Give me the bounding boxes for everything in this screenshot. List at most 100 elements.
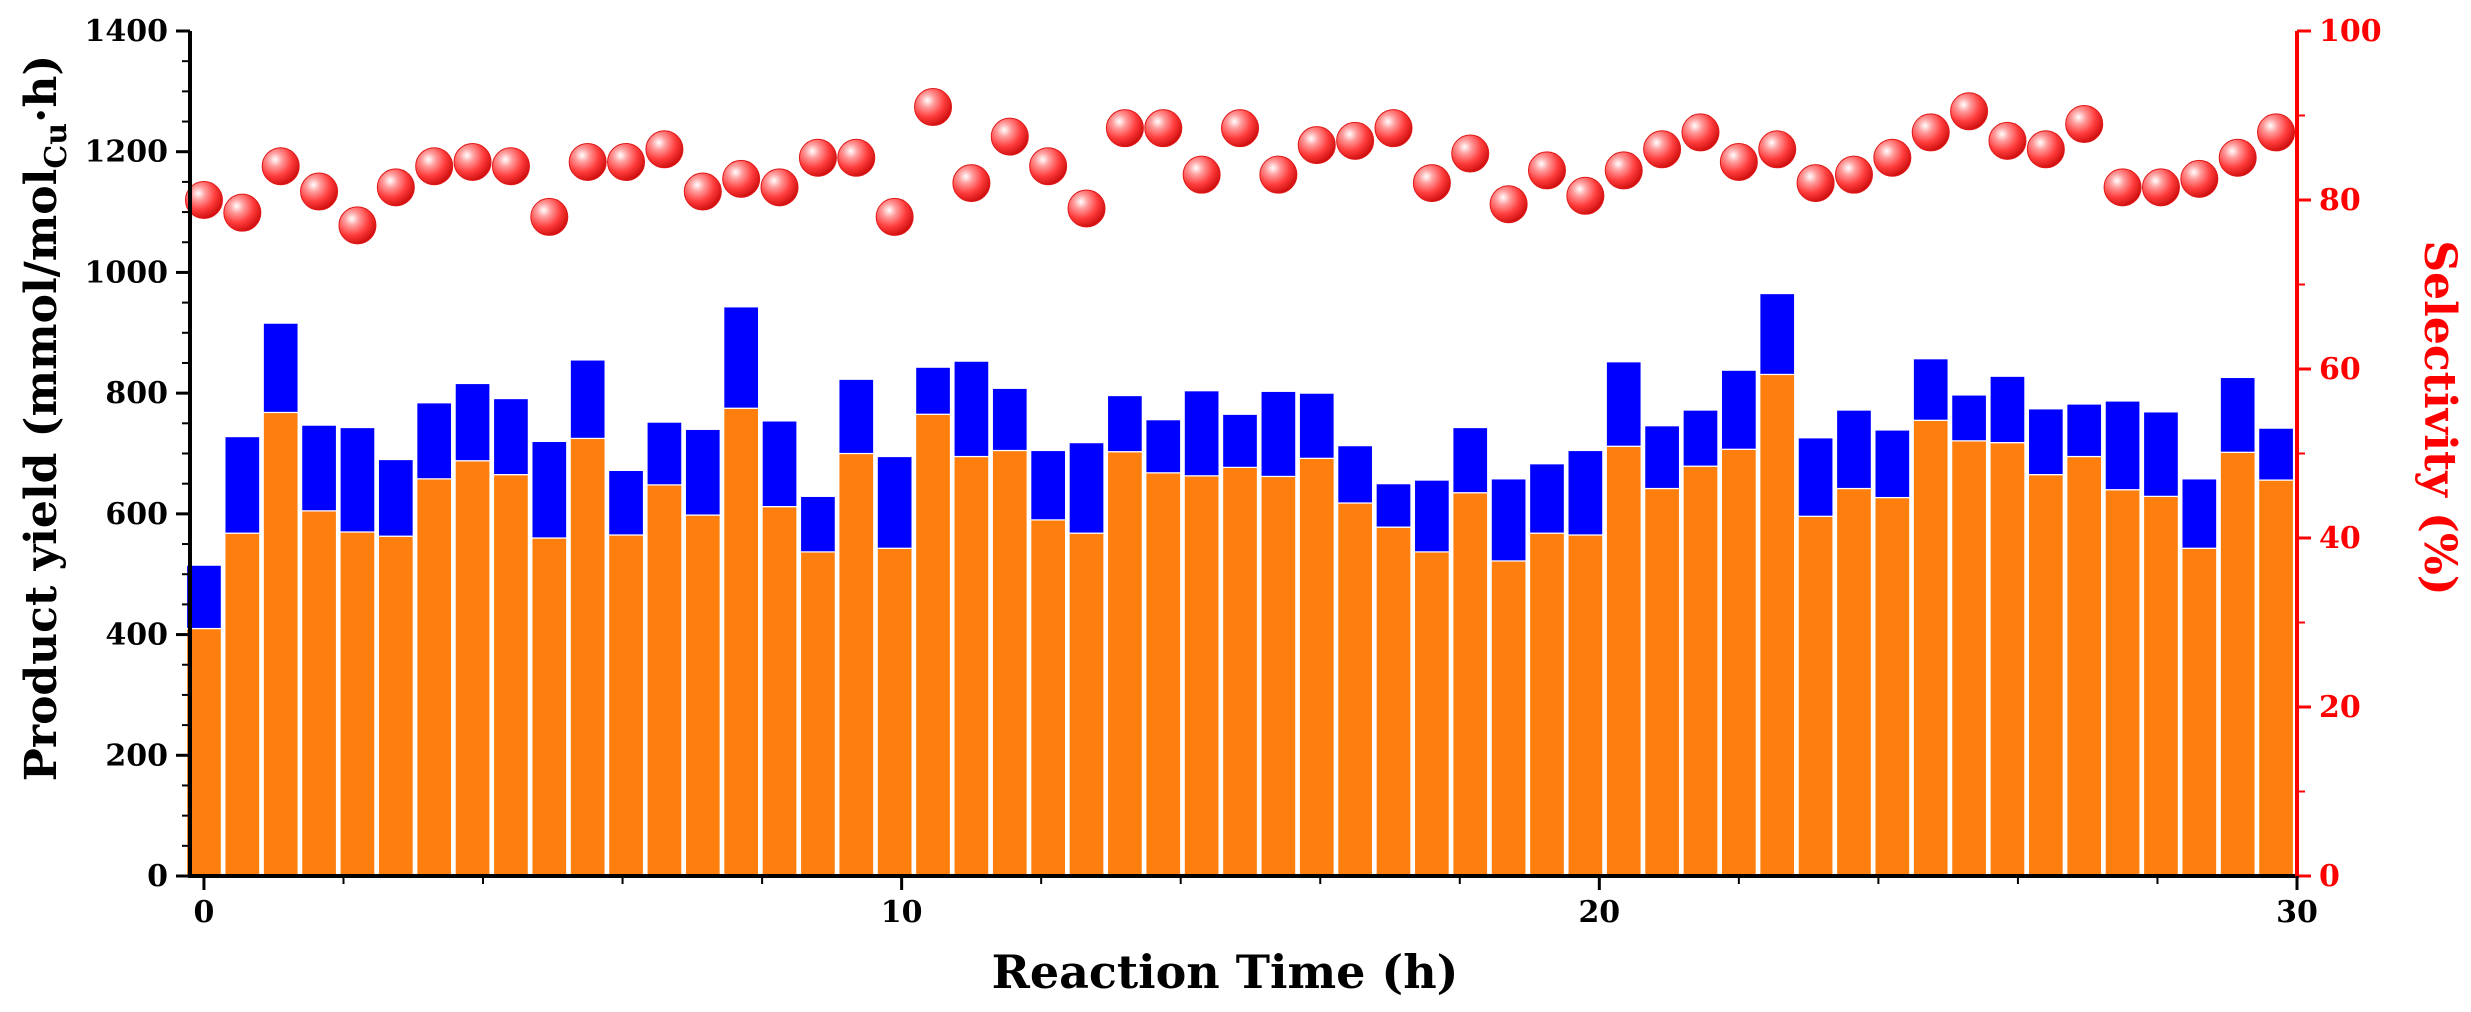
bar-orange bbox=[1260, 475, 1297, 877]
bar-orange bbox=[1183, 475, 1220, 877]
bar-blue bbox=[876, 455, 913, 549]
bar-orange bbox=[953, 455, 990, 877]
bar-blue bbox=[646, 421, 683, 486]
selectivity-point bbox=[376, 168, 415, 207]
bar-blue bbox=[531, 440, 568, 539]
selectivity-point bbox=[798, 138, 837, 177]
bar-blue bbox=[2258, 427, 2295, 481]
selectivity-point bbox=[1758, 130, 1797, 169]
selectivity-point bbox=[1911, 113, 1950, 152]
bar-blue bbox=[2027, 408, 2064, 476]
axes-group bbox=[176, 29, 2311, 890]
bar-blue bbox=[454, 382, 491, 462]
bar-blue bbox=[1375, 483, 1412, 528]
selectivity-point bbox=[223, 193, 262, 232]
selectivity-series-group bbox=[184, 88, 2296, 245]
selectivity-point bbox=[1566, 176, 1605, 215]
bar-orange bbox=[1337, 502, 1374, 877]
selectivity-point bbox=[2103, 168, 2142, 207]
selectivity-point bbox=[530, 197, 569, 236]
bar-orange bbox=[2142, 495, 2179, 877]
bar-blue bbox=[1030, 449, 1067, 521]
selectivity-point bbox=[914, 88, 953, 127]
y-left-tick-label: 0 bbox=[147, 859, 168, 894]
bar-blue bbox=[1874, 429, 1911, 499]
x-tick-label: 0 bbox=[194, 895, 215, 930]
bar-blue bbox=[1260, 390, 1297, 478]
bar-blue bbox=[1490, 478, 1527, 562]
selectivity-point bbox=[1067, 189, 1106, 228]
bar-blue bbox=[1835, 409, 1873, 490]
bar-orange bbox=[1989, 442, 2026, 877]
x-tick-label: 30 bbox=[2276, 895, 2318, 930]
bar-blue bbox=[1644, 425, 1681, 490]
bar-blue bbox=[1298, 392, 1335, 459]
bar-orange bbox=[1835, 487, 1873, 877]
bar-blue bbox=[1605, 361, 1642, 447]
bar-orange bbox=[339, 531, 376, 877]
bar-orange bbox=[876, 547, 913, 877]
bar-orange bbox=[608, 534, 645, 877]
y-right-tick-label: 0 bbox=[2319, 859, 2340, 894]
bar-orange bbox=[1644, 487, 1681, 877]
bar-orange bbox=[1145, 472, 1182, 877]
bar-orange bbox=[1106, 451, 1143, 877]
bar-orange bbox=[492, 474, 529, 877]
bar-blue bbox=[492, 397, 529, 476]
bar-orange bbox=[224, 532, 261, 877]
selectivity-point bbox=[1259, 155, 1298, 194]
y-axis-left-title-suffix: ·h) bbox=[16, 55, 67, 123]
bar-orange bbox=[454, 460, 491, 877]
bar-orange bbox=[1490, 560, 1527, 877]
bar-orange bbox=[377, 535, 414, 877]
selectivity-point bbox=[2257, 113, 2296, 152]
bar-blue bbox=[1183, 390, 1220, 477]
bar-blue bbox=[608, 469, 645, 536]
bar-blue bbox=[1912, 358, 1949, 421]
selectivity-point bbox=[1412, 164, 1451, 203]
selectivity-point bbox=[1873, 138, 1912, 177]
selectivity-point bbox=[990, 117, 1029, 156]
bar-blue bbox=[914, 366, 952, 415]
selectivity-point bbox=[2180, 159, 2219, 198]
selectivity-point bbox=[1144, 109, 1183, 148]
selectivity-point bbox=[2141, 168, 2180, 207]
selectivity-point bbox=[1950, 92, 1989, 131]
bar-orange bbox=[1720, 448, 1757, 877]
bar-orange bbox=[1452, 492, 1489, 877]
bar-orange bbox=[1375, 526, 1412, 877]
bar-orange bbox=[1605, 445, 1642, 877]
bar-orange bbox=[1068, 532, 1105, 877]
selectivity-point bbox=[2065, 104, 2104, 143]
bar-orange bbox=[569, 437, 606, 877]
bar-orange bbox=[262, 411, 299, 877]
bar-orange bbox=[531, 537, 568, 877]
bar-orange bbox=[1682, 465, 1719, 877]
selectivity-point bbox=[1527, 151, 1566, 190]
selectivity-point bbox=[1374, 109, 1413, 148]
bar-blue bbox=[684, 428, 721, 516]
bar-orange bbox=[761, 506, 798, 877]
y-left-tick-label: 400 bbox=[105, 618, 168, 653]
bar-blue bbox=[301, 424, 338, 512]
bar-orange bbox=[723, 407, 760, 877]
y-left-tick-label: 800 bbox=[105, 376, 168, 411]
bar-orange bbox=[1413, 551, 1450, 877]
selectivity-point bbox=[875, 197, 914, 236]
bar-orange bbox=[1874, 496, 1911, 877]
y-right-tick-label: 100 bbox=[2319, 14, 2382, 49]
selectivity-point bbox=[415, 147, 454, 186]
bar-orange bbox=[1298, 457, 1335, 877]
selectivity-point bbox=[184, 181, 223, 219]
bar-blue bbox=[377, 458, 414, 537]
bar-blue bbox=[1797, 437, 1834, 517]
y-axis-left-title-subscript: Cu bbox=[39, 123, 74, 169]
bar-blue bbox=[991, 387, 1028, 452]
bar-orange bbox=[646, 484, 683, 877]
bar-blue bbox=[761, 420, 798, 508]
selectivity-point bbox=[607, 142, 646, 181]
bar-blue bbox=[339, 426, 376, 533]
bar-orange bbox=[914, 413, 952, 877]
bar-orange bbox=[2258, 479, 2295, 877]
